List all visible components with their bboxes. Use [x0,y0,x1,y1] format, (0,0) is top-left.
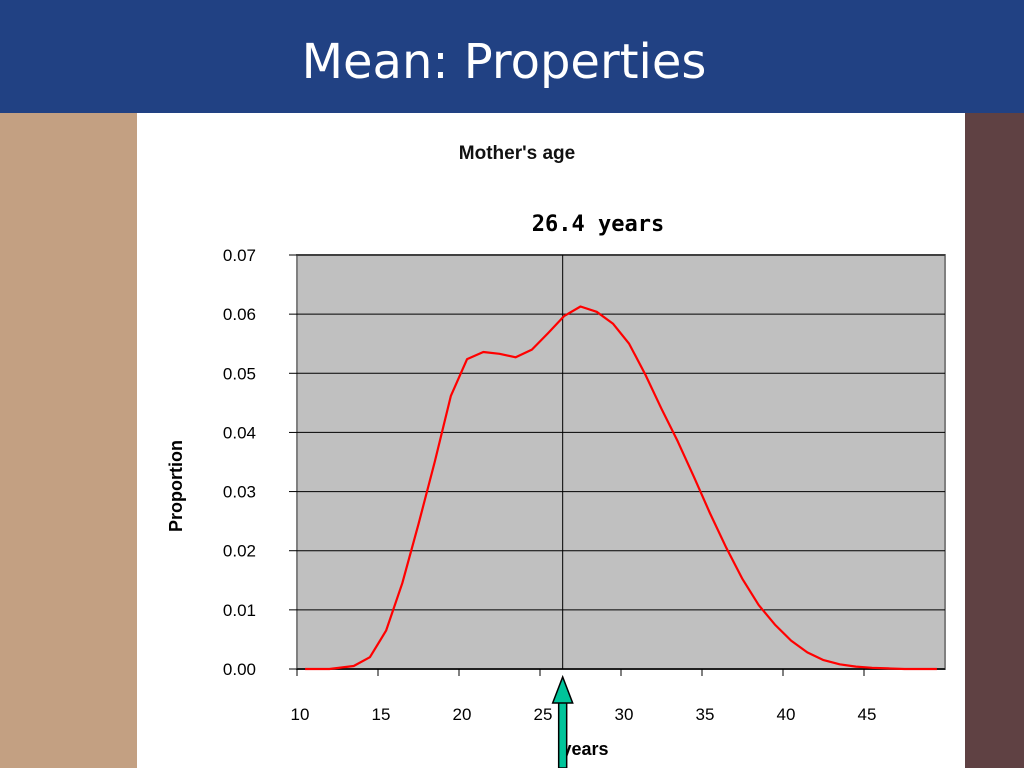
arrow-head [551,674,574,704]
title-bar [0,0,1024,113]
y-tick-label: 0.04 [223,423,256,442]
x-tick-label: 20 [453,705,472,724]
x-tick-label: 15 [372,705,391,724]
y-tick-label: 0.00 [223,660,256,679]
x-tick-label: 30 [615,705,634,724]
x-tick-label: 45 [858,705,877,724]
plot-background [296,254,946,670]
up-arrow-icon [551,674,574,768]
y-tick-label: 0.06 [223,305,256,324]
x-tick-label: 10 [291,705,310,724]
slide-title: Mean: Properties [301,34,707,90]
y-tick-label: 0.01 [223,601,256,620]
mean-annotation: 26.4 years [532,212,664,237]
y-axis-title: Proportion [166,440,186,532]
left-decor-bar [0,113,137,768]
plot-area: 0.00 0.01 0.02 0.03 0.04 0.05 0.06 0.07 10 15 20 25… [223,246,946,724]
x-tick-label: 35 [696,705,715,724]
x-tick-label: 25 [534,705,553,724]
x-tick-label: 40 [777,705,796,724]
right-decor-bar [965,113,1024,768]
chart-title: Mother's age [459,143,575,164]
y-tick-label: 0.02 [223,542,256,561]
y-tick-label: 0.07 [223,246,256,265]
y-tick-label: 0.05 [223,364,256,383]
y-tick-label: 0.03 [223,483,256,502]
x-axis-title: years [561,739,608,759]
series-line-0 [305,305,937,671]
